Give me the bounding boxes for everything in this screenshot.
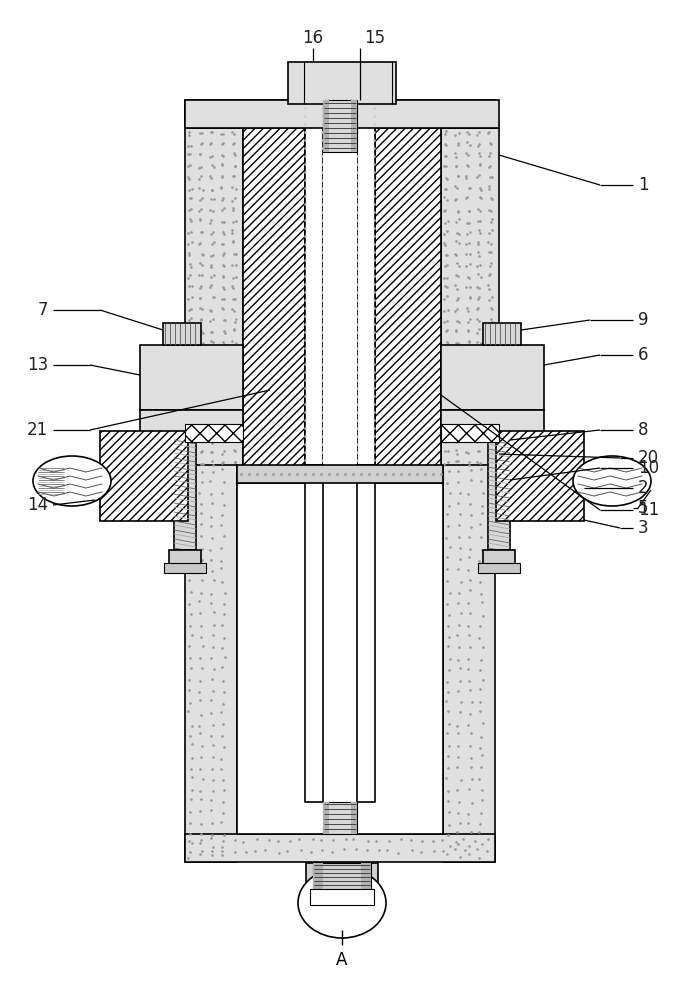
Bar — [310, 889, 374, 905]
Text: 9: 9 — [638, 311, 648, 329]
Text: 21: 21 — [27, 421, 48, 439]
Bar — [185, 834, 495, 862]
Bar — [496, 431, 584, 521]
Bar — [441, 128, 499, 468]
Bar — [357, 100, 375, 530]
Bar — [305, 100, 323, 530]
Text: 5: 5 — [638, 499, 648, 517]
Text: A: A — [337, 951, 347, 969]
Bar — [237, 483, 443, 834]
Bar — [441, 424, 499, 442]
Bar — [323, 802, 357, 834]
Bar — [305, 465, 323, 802]
Bar — [288, 62, 396, 104]
Text: 8: 8 — [638, 421, 648, 439]
Bar — [323, 802, 329, 834]
Bar — [243, 128, 305, 468]
Bar — [483, 323, 521, 345]
Text: 13: 13 — [27, 356, 48, 374]
Text: 7: 7 — [38, 301, 48, 319]
Text: 16: 16 — [302, 29, 324, 47]
Bar — [323, 100, 329, 152]
Text: 20: 20 — [638, 449, 659, 467]
Bar — [313, 863, 323, 891]
Bar — [375, 128, 441, 468]
Bar — [483, 550, 515, 564]
Ellipse shape — [33, 456, 111, 506]
Bar — [100, 431, 188, 521]
Bar — [185, 100, 495, 128]
Bar — [140, 345, 243, 410]
Bar — [443, 465, 495, 862]
Bar — [185, 100, 499, 128]
Bar — [488, 438, 510, 550]
Text: 1: 1 — [638, 176, 648, 194]
Text: 3: 3 — [638, 519, 648, 537]
Bar — [185, 100, 243, 128]
Text: 10: 10 — [638, 459, 659, 477]
Bar — [237, 465, 443, 483]
Bar — [140, 410, 243, 438]
Bar — [313, 863, 371, 891]
Bar — [478, 563, 520, 573]
Bar — [441, 345, 544, 410]
Text: 2: 2 — [638, 479, 648, 497]
Ellipse shape — [298, 868, 386, 938]
Text: 15: 15 — [365, 29, 386, 47]
Bar — [169, 550, 201, 564]
Bar — [174, 438, 196, 550]
Text: 14: 14 — [27, 496, 48, 514]
Bar — [323, 100, 357, 152]
Bar — [185, 128, 243, 468]
Bar — [164, 563, 206, 573]
Bar — [351, 802, 357, 834]
Bar — [323, 152, 357, 530]
Bar — [306, 863, 378, 885]
Bar — [351, 100, 357, 152]
Bar — [163, 323, 201, 345]
Text: 11: 11 — [638, 501, 659, 519]
Bar — [361, 863, 371, 891]
Text: 6: 6 — [638, 346, 648, 364]
Bar — [441, 100, 499, 128]
Bar — [357, 465, 375, 802]
Bar — [441, 410, 544, 438]
Bar — [185, 465, 237, 862]
Ellipse shape — [573, 456, 651, 506]
Bar — [185, 424, 243, 442]
